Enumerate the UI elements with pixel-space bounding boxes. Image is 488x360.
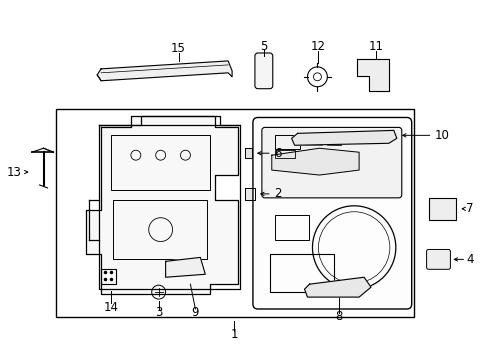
Text: 10: 10 [434,129,448,142]
FancyBboxPatch shape [254,53,272,89]
Bar [326,135,341,145]
Bar [427,198,455,220]
Polygon shape [165,257,205,277]
Bar [113,200,207,260]
Text: 14: 14 [103,301,118,314]
Text: 9: 9 [191,306,199,319]
FancyBboxPatch shape [252,117,411,309]
Text: 11: 11 [368,40,383,53]
Text: 5: 5 [260,40,267,53]
Bar [111,135,210,190]
Text: 2: 2 [273,188,281,201]
Bar [274,150,294,158]
Bar [269,255,334,292]
Text: 12: 12 [310,40,325,53]
Polygon shape [86,116,238,294]
Polygon shape [356,59,388,91]
Text: 7: 7 [466,202,473,215]
Text: 4: 4 [466,253,473,266]
Polygon shape [271,148,358,175]
Text: 6: 6 [273,147,281,160]
Text: 15: 15 [171,41,185,54]
Text: 1: 1 [230,328,237,341]
FancyBboxPatch shape [426,249,449,269]
Polygon shape [291,130,396,145]
Bar [56,109,413,317]
FancyBboxPatch shape [262,127,401,198]
Polygon shape [97,61,232,81]
Bar [274,135,299,149]
Polygon shape [244,188,254,200]
Text: 3: 3 [155,306,162,319]
Polygon shape [304,277,370,297]
Bar [304,135,322,145]
Polygon shape [244,148,251,158]
Bar [274,215,309,239]
Text: 13: 13 [6,166,21,179]
Text: 8: 8 [335,310,342,323]
